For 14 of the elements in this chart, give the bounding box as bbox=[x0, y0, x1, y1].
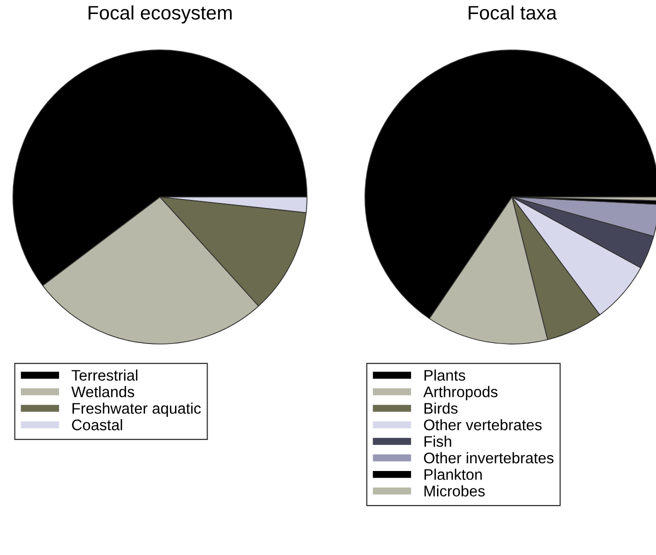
legend-label: Terrestrial bbox=[72, 370, 138, 381]
legend-label: Plants bbox=[424, 370, 466, 381]
legend-label: Fish bbox=[424, 436, 452, 447]
legend-label: Microbes bbox=[424, 485, 485, 496]
legend-label: Other invertebrates bbox=[424, 452, 554, 464]
legend-label: Freshwater aquatic bbox=[72, 402, 201, 417]
legend-label: Other vertebrates bbox=[424, 419, 542, 430]
chart-title: Focal taxa bbox=[468, 5, 557, 20]
legend-label: Coastal bbox=[72, 419, 122, 430]
legend-label: Plankton bbox=[424, 468, 482, 480]
legend-label: Arthropods bbox=[423, 386, 498, 400]
legend-label: Wetlands bbox=[71, 386, 134, 398]
legend-label: Birds bbox=[424, 402, 458, 414]
chart-title: Focal ecosystem bbox=[88, 5, 232, 24]
